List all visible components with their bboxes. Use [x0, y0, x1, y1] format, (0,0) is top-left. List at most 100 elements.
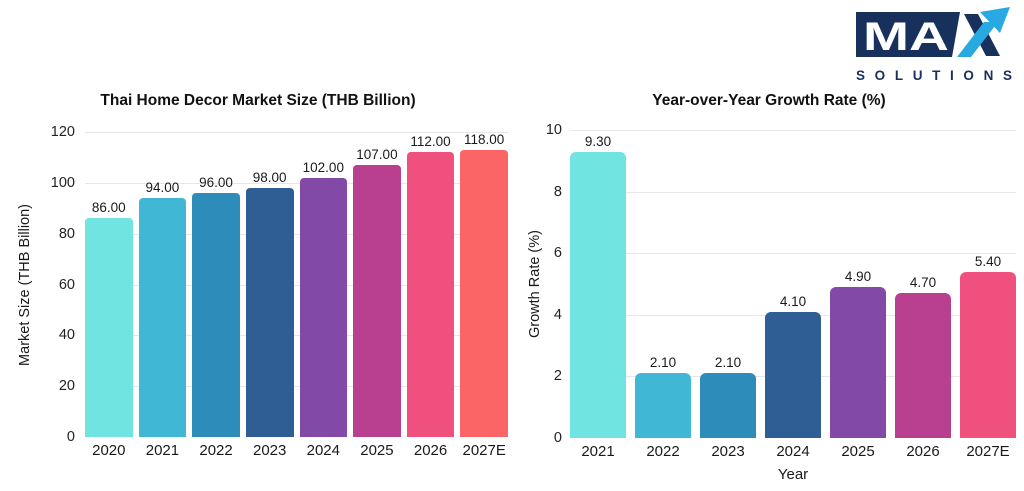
x-tick-label: 2026	[413, 442, 448, 459]
x-tick-label: 2021	[581, 443, 615, 460]
x-axis-ticks: 2021 2022 2023 2024 2025 2026 2027E	[570, 443, 1016, 460]
y-tick-label: 8	[553, 183, 562, 200]
bar-column: 9.30	[570, 130, 626, 438]
x-tick-label: 2020	[92, 442, 126, 459]
x-tick-label: 2025	[841, 443, 875, 460]
x-tick-label: 2026	[906, 443, 940, 460]
bar-2025	[830, 287, 886, 438]
plot-area: 86.00 94.00 96.00 98.00 102.00 107.00 112.00 11…	[85, 132, 508, 437]
bar-2025	[353, 165, 401, 437]
x-tick-label: 2024	[306, 442, 340, 459]
bars-group: 86.00 94.00 96.00 98.00 102.00 107.00 112.00 11…	[85, 132, 508, 437]
bar-column: 118.00	[460, 132, 508, 437]
y-tick-label: 100	[50, 174, 75, 191]
y-tick-label: 120	[50, 124, 75, 140]
y-tick-label: 4	[553, 306, 562, 323]
x-tick-label: 2025	[360, 442, 394, 459]
market-size-chart: Thai Home Decor Market Size (THB Billion…	[8, 90, 508, 459]
bar-value-label: 4.10	[779, 293, 807, 309]
bar-value-label: 112.00	[410, 134, 451, 150]
gridline	[570, 253, 1016, 255]
y-axis-ticks: 0 2 4 6 8 10	[546, 122, 570, 446]
bar-column: 102.00	[299, 132, 348, 437]
x-axis-label: Year	[777, 466, 809, 483]
bar-2022	[635, 373, 691, 438]
plot-area: 9.30 2.10 2.10 4.10 4.90 4.70 5.40	[570, 130, 1016, 438]
bar-value-label: 9.30	[584, 133, 612, 149]
y-axis-ticks: 0 20 40 60 80 100 120	[42, 124, 85, 445]
bar-column: 2.10	[700, 130, 756, 438]
y-tick-label: 80	[58, 225, 75, 242]
logo-arrowhead-icon	[980, 7, 1010, 33]
y-tick-label: 2	[553, 368, 562, 385]
bar-column: 107.00	[353, 132, 401, 437]
bar-2021	[138, 198, 187, 437]
bar-value-label: 2.10	[649, 355, 677, 371]
bar-column: 98.00	[245, 132, 294, 437]
gridline	[85, 233, 508, 235]
bar-2027E	[960, 271, 1016, 438]
gridline	[570, 191, 1016, 193]
x-tick-label: 2024	[776, 443, 810, 460]
bar-2026	[895, 293, 951, 438]
x-tick-label: 2023	[253, 442, 287, 459]
bar-value-label: 96.00	[199, 175, 233, 190]
logo-ma-letters: MA	[863, 15, 949, 59]
gridline	[85, 386, 508, 388]
y-axis-label: Growth Rate (%)	[527, 230, 543, 338]
x-tick-label: 2022	[646, 443, 680, 460]
bar-value-label: 5.40	[974, 253, 1002, 269]
growth-rate-chart: Year-over-Year Growth Rate (%) Growth Ra…	[522, 90, 1016, 483]
bar-value-label: 94.00	[145, 180, 180, 196]
bar-column: 5.40	[960, 130, 1016, 438]
bar-column: 94.00	[138, 132, 187, 437]
y-tick-label: 0	[553, 430, 562, 446]
logo-badge	[856, 12, 960, 57]
bar-2027E	[460, 150, 508, 437]
gridline	[570, 130, 1016, 131]
bar-value-label: 107.00	[356, 147, 398, 163]
gridline	[85, 132, 508, 133]
bar-column: 86.00	[85, 132, 133, 437]
y-tick-label: 20	[58, 378, 75, 395]
x-tick-label: 2027E	[966, 443, 1010, 460]
gridline	[85, 182, 508, 184]
y-tick-label: 10	[545, 122, 562, 138]
bar-2024	[299, 177, 348, 437]
logo-subtext: SOLUTIONS	[856, 68, 1012, 83]
bar-value-label: 4.90	[844, 269, 872, 285]
bar-column: 96.00	[192, 132, 240, 437]
bar-value-label: 98.00	[252, 169, 287, 185]
bar-column: 2.10	[635, 130, 691, 438]
bar-2022	[192, 193, 240, 437]
bar-value-label: 4.70	[909, 275, 937, 291]
bar-2023	[245, 187, 294, 437]
bar-2021	[570, 151, 626, 438]
bars-group: 9.30 2.10 2.10 4.10 4.90 4.70 5.40	[570, 130, 1016, 438]
logo: MA SOLUTIONS	[856, 6, 1014, 84]
gridline	[85, 335, 508, 337]
y-tick-label: 40	[58, 327, 75, 344]
bar-2023	[700, 373, 756, 438]
y-tick-label: 60	[58, 276, 75, 293]
bar-column: 4.10	[765, 130, 821, 438]
chart-title: Thai Home Decor Market Size (THB Billion…	[100, 92, 416, 109]
bar-2026	[406, 152, 455, 437]
gridline	[85, 284, 508, 286]
y-tick-label: 6	[553, 245, 562, 262]
bar-column: 112.00	[406, 132, 455, 437]
x-tick-label: 2022	[199, 442, 233, 459]
logo-x-arrow-shaft	[957, 22, 998, 57]
y-axis-label: Market Size (THB Billion)	[17, 203, 33, 366]
bar-column: 4.70	[895, 130, 951, 438]
bar-value-label: 2.10	[714, 355, 742, 371]
bar-value-label: 118.00	[464, 132, 505, 147]
bar-2024	[765, 311, 821, 438]
bar-value-label: 86.00	[91, 200, 126, 216]
chart-title: Year-over-Year Growth Rate (%)	[652, 92, 886, 109]
bar-2020	[85, 218, 133, 437]
y-tick-label: 0	[66, 429, 75, 445]
logo-graphic: MA SOLUTIONS	[856, 7, 1012, 83]
bar-value-label: 102.00	[302, 159, 344, 175]
